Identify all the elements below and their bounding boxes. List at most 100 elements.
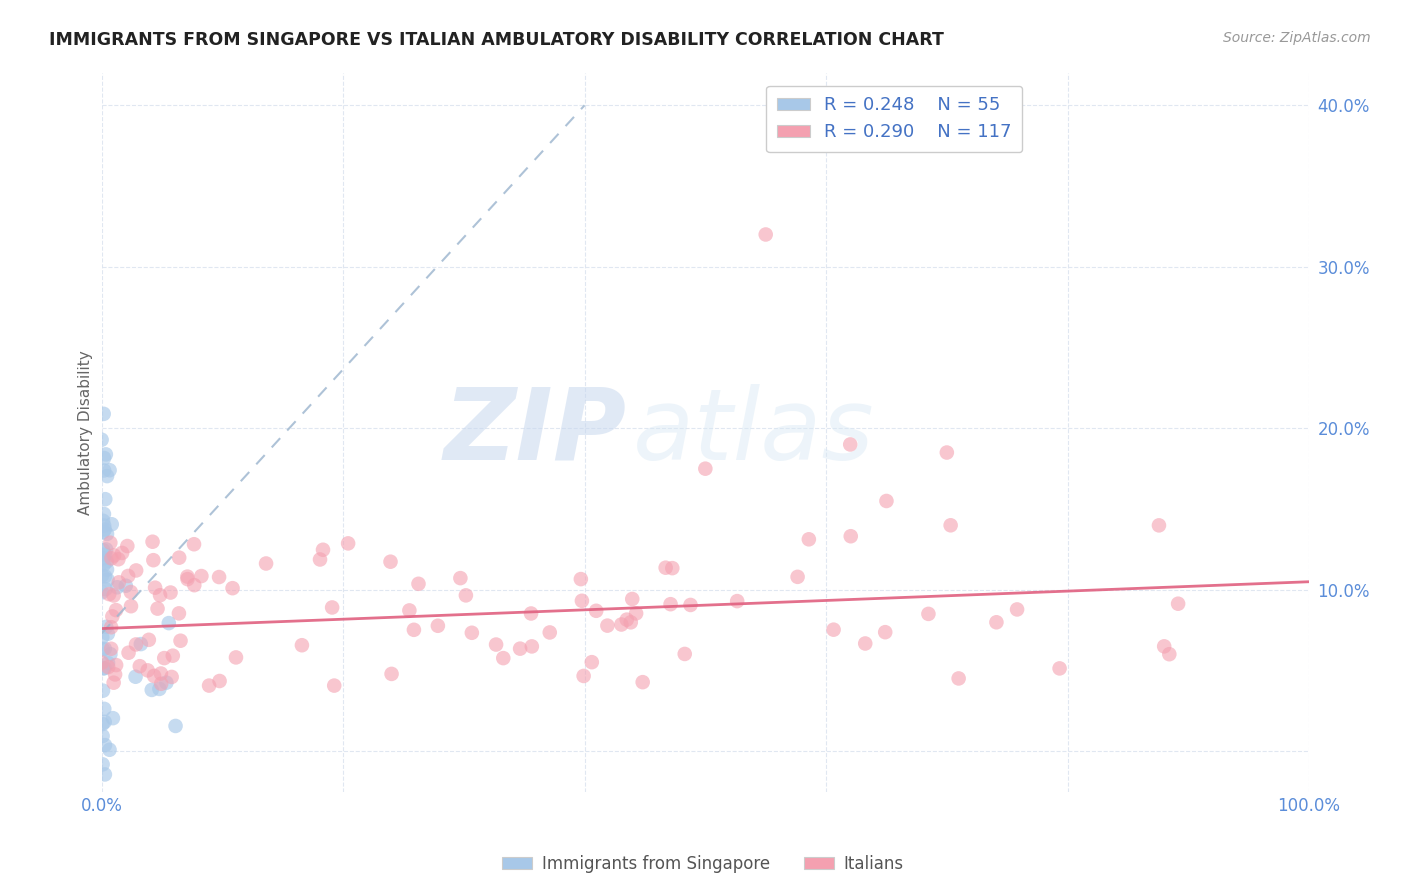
Point [94, 738, 117, 752]
Point [98, 743, 121, 757]
Point [91, 683, 114, 698]
Point [183, 537, 205, 551]
Point [823, 623, 845, 637]
Point [380, 555, 402, 569]
Point [91, 524, 114, 539]
Point [103, 549, 125, 563]
Point [208, 570, 231, 584]
Point [153, 651, 176, 665]
Point [492, 651, 515, 665]
Point [569, 572, 592, 586]
Point [581, 655, 603, 669]
Point [93, 463, 115, 477]
Point [337, 536, 360, 550]
Point [117, 646, 139, 660]
Point [125, 564, 148, 578]
Point [146, 601, 169, 615]
Point [853, 636, 876, 650]
Point [309, 552, 332, 566]
Point [509, 641, 531, 656]
Point [105, 658, 128, 673]
Point [96, 554, 118, 568]
Point [93, 450, 115, 465]
Point [654, 560, 676, 574]
Point [183, 578, 205, 592]
Point [100, 647, 122, 661]
Point [157, 616, 180, 631]
Point [176, 572, 198, 586]
Point [585, 604, 607, 618]
Point [104, 667, 127, 681]
Point [986, 615, 1008, 630]
Point [149, 588, 172, 602]
Text: atlas: atlas [633, 384, 875, 481]
Point [114, 579, 136, 593]
Point [190, 569, 212, 583]
Point [101, 609, 124, 624]
Point [93, 661, 115, 675]
Point [1049, 661, 1071, 675]
Text: IMMIGRANTS FROM SINGAPORE VS ITALIAN AMBULATORY DISABILITY CORRELATION CHART: IMMIGRANTS FROM SINGAPORE VS ITALIAN AMB… [49, 31, 943, 49]
Point [402, 623, 425, 637]
Point [93, 523, 115, 537]
Point [571, 594, 593, 608]
Point [91, 656, 114, 670]
Point [208, 673, 231, 688]
Point [91, 661, 114, 675]
Point [91, 568, 114, 582]
Point [129, 637, 152, 651]
Point [94, 582, 117, 596]
Point [610, 617, 633, 632]
Point [321, 600, 343, 615]
Point [917, 607, 939, 621]
Point [948, 672, 970, 686]
Point [96, 469, 118, 483]
Point [485, 638, 508, 652]
Point [97, 660, 120, 674]
Point [96, 527, 118, 541]
Point [408, 576, 430, 591]
Point [117, 539, 139, 553]
Point [107, 552, 129, 566]
Point [875, 494, 897, 508]
Point [839, 437, 862, 451]
Point [103, 675, 125, 690]
Point [100, 620, 122, 634]
Point [91, 630, 114, 644]
Point [621, 592, 644, 607]
Point [98, 463, 121, 477]
Point [124, 670, 146, 684]
Point [120, 585, 142, 599]
Point [111, 546, 134, 560]
Point [1153, 640, 1175, 654]
Point [323, 679, 346, 693]
Text: Source: ZipAtlas.com: Source: ZipAtlas.com [1223, 31, 1371, 45]
Point [100, 517, 122, 532]
Point [380, 666, 402, 681]
Point [93, 702, 115, 716]
Point [93, 558, 115, 572]
Point [142, 553, 165, 567]
Point [100, 641, 122, 656]
Point [97, 656, 120, 670]
Point [100, 551, 122, 566]
Point [94, 492, 117, 507]
Point [143, 669, 166, 683]
Point [167, 607, 190, 621]
Point [160, 670, 183, 684]
Point [94, 767, 117, 781]
Point [449, 571, 471, 585]
Point [91, 642, 114, 657]
Point [93, 714, 115, 729]
Point [167, 550, 190, 565]
Point [572, 669, 595, 683]
Point [631, 675, 654, 690]
Point [94, 447, 117, 461]
Point [155, 675, 177, 690]
Point [875, 625, 897, 640]
Point [98, 587, 121, 601]
Point [91, 514, 114, 528]
Point [426, 619, 449, 633]
Point [120, 599, 142, 614]
Point [105, 603, 128, 617]
